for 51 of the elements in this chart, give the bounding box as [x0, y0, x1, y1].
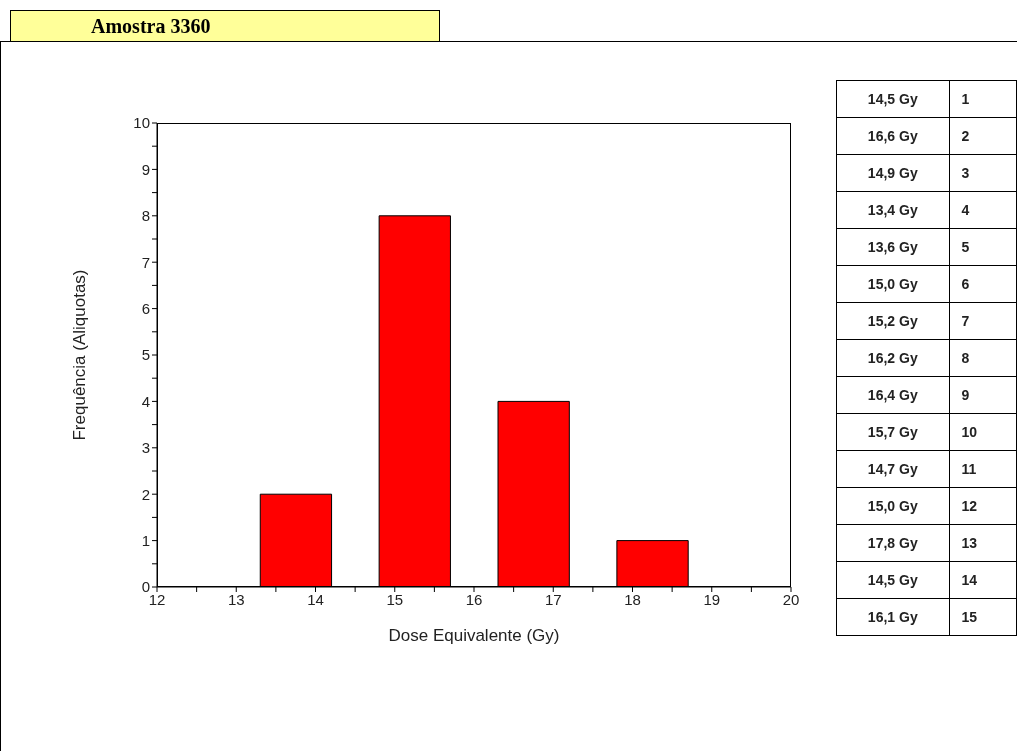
- text: 5: [949, 228, 1017, 266]
- y-tick-label: 4: [141, 392, 150, 410]
- y-tick-label: 9: [141, 160, 150, 178]
- x-tick-label: 12: [148, 590, 166, 608]
- text: 7: [949, 302, 1017, 340]
- x-tick-label: 16: [465, 590, 483, 608]
- y-tick-label: 10: [133, 114, 150, 132]
- text: 9: [949, 376, 1017, 414]
- y-tick-label: 2: [141, 485, 150, 503]
- y-tick-label: 8: [141, 207, 150, 225]
- text: 1: [949, 80, 1017, 118]
- y-tick-label: 6: [141, 299, 150, 317]
- text: 16,2 Gy: [836, 339, 950, 377]
- text: 17,8 Gy: [836, 524, 950, 562]
- text: 15,2 Gy: [836, 302, 950, 340]
- x-tick-label: 20: [782, 590, 800, 608]
- text: 16,6 Gy: [836, 117, 950, 155]
- text: 4: [949, 191, 1017, 229]
- x-tick-label: 15: [386, 590, 404, 608]
- text: 13,4 Gy: [836, 191, 950, 229]
- text: 10: [949, 413, 1017, 451]
- text: 14,5 Gy: [836, 80, 950, 118]
- x-tick-label: 14: [307, 590, 324, 608]
- text: 15,0 Gy: [836, 487, 950, 525]
- y-tick-label: 1: [141, 531, 150, 549]
- text: 15,0 Gy: [836, 265, 950, 303]
- y-tick-label: 5: [141, 346, 150, 364]
- y-axis-title: Frequência (Aliquotas): [70, 269, 90, 441]
- text: 11: [949, 450, 1017, 488]
- text: 6: [949, 265, 1017, 303]
- chart-title: Amostra 3360: [10, 10, 440, 42]
- text: 12: [949, 487, 1017, 525]
- x-tick-label: 19: [703, 590, 721, 608]
- y-tick-label: 3: [141, 439, 150, 457]
- text: 2: [949, 117, 1017, 155]
- x-tick-label: 17: [544, 590, 562, 608]
- text: 15,7 Gy: [836, 413, 950, 451]
- text: 13: [949, 524, 1017, 562]
- text: 14,9 Gy: [836, 154, 950, 192]
- y-tick-label: 0: [141, 578, 150, 596]
- text: 16,4 Gy: [836, 376, 950, 414]
- text: 14,7 Gy: [836, 450, 950, 488]
- text: 3: [949, 154, 1017, 192]
- text: 16,1 Gy: [836, 598, 950, 636]
- x-axis-title: Dose Equivalente (Gy): [387, 626, 561, 646]
- text: 13,6 Gy: [836, 228, 950, 266]
- x-tick-label: 18: [624, 590, 641, 608]
- x-tick-label: 13: [227, 590, 245, 608]
- text: 14,5 Gy: [836, 561, 950, 599]
- text: 8: [949, 339, 1017, 377]
- y-tick-label: 7: [141, 253, 150, 271]
